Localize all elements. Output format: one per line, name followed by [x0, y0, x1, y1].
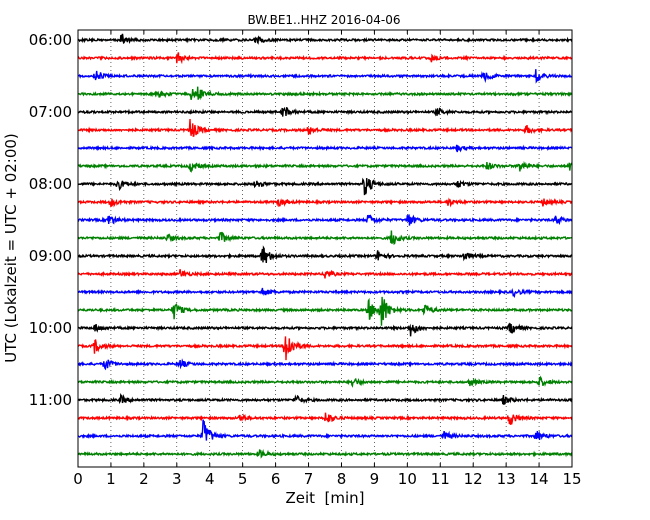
x-tick-label: 13: [497, 470, 516, 488]
seismic-trace: [77, 375, 573, 388]
x-tick-label: 6: [271, 470, 281, 488]
y-tick-label: 06:00: [29, 31, 72, 49]
x-tick-label: 11: [431, 470, 450, 488]
seismic-trace: [77, 214, 573, 226]
seismic-trace: [77, 358, 573, 371]
seismic-trace: [77, 419, 573, 441]
y-axis-label: UTC (Lokalzeit = UTC + 02:00): [2, 133, 20, 363]
x-tick-label: 3: [172, 470, 182, 488]
seismic-trace: [77, 118, 573, 138]
seismic-trace: [77, 322, 573, 337]
x-tick-label: 8: [337, 470, 347, 488]
seismic-trace: [77, 230, 573, 246]
seismic-trace: [77, 448, 573, 459]
seismic-trace: [77, 144, 573, 153]
x-tick-label: 9: [370, 470, 380, 488]
plot-frame: [77, 29, 573, 468]
x-tick-label: 5: [238, 470, 248, 488]
y-tick-label: 08:00: [29, 175, 72, 193]
seismic-trace: [77, 69, 573, 84]
y-tick-label: 11:00: [29, 391, 72, 409]
x-tick-label: 15: [562, 470, 581, 488]
seismic-trace: [77, 412, 573, 425]
seismic-trace: [77, 197, 573, 208]
x-tick-label: 0: [73, 470, 83, 488]
seismic-trace: [77, 33, 573, 45]
seismic-trace: [77, 287, 573, 299]
x-tick-label: 4: [205, 470, 215, 488]
seismic-trace: [77, 392, 573, 405]
seismic-trace: [77, 245, 573, 264]
vertical-grid: [110, 30, 540, 467]
seismic-trace: [77, 177, 573, 196]
y-ticks: 06:00 07:00 08:00 09:00 10:00 11:00: [29, 31, 572, 409]
seismic-trace: [77, 106, 573, 117]
x-ticks: 0 1 2 3 4 5 6 7 8 9 10 11 12 13 14 15: [73, 30, 582, 488]
seismic-trace: [77, 160, 573, 173]
seismic-trace: [77, 269, 573, 279]
x-tick-label: 14: [530, 470, 549, 488]
x-tick-label: 12: [464, 470, 483, 488]
x-tick-label: 2: [139, 470, 149, 488]
seismic-trace: [77, 86, 573, 101]
chart-title: BW.BE1..HHZ 2016-04-06: [247, 13, 400, 27]
x-axis-label: Zeit [min]: [285, 489, 364, 507]
seismic-trace: [77, 296, 573, 326]
traces-group: [77, 33, 573, 459]
y-tick-label: 09:00: [29, 247, 72, 265]
x-tick-label: 1: [106, 470, 116, 488]
y-tick-label: 10:00: [29, 319, 72, 337]
seismic-trace: [77, 52, 572, 65]
y-tick-label: 07:00: [29, 103, 72, 121]
x-tick-label: 7: [304, 470, 314, 488]
seismic-trace: [77, 336, 573, 361]
x-tick-label: 10: [398, 470, 417, 488]
